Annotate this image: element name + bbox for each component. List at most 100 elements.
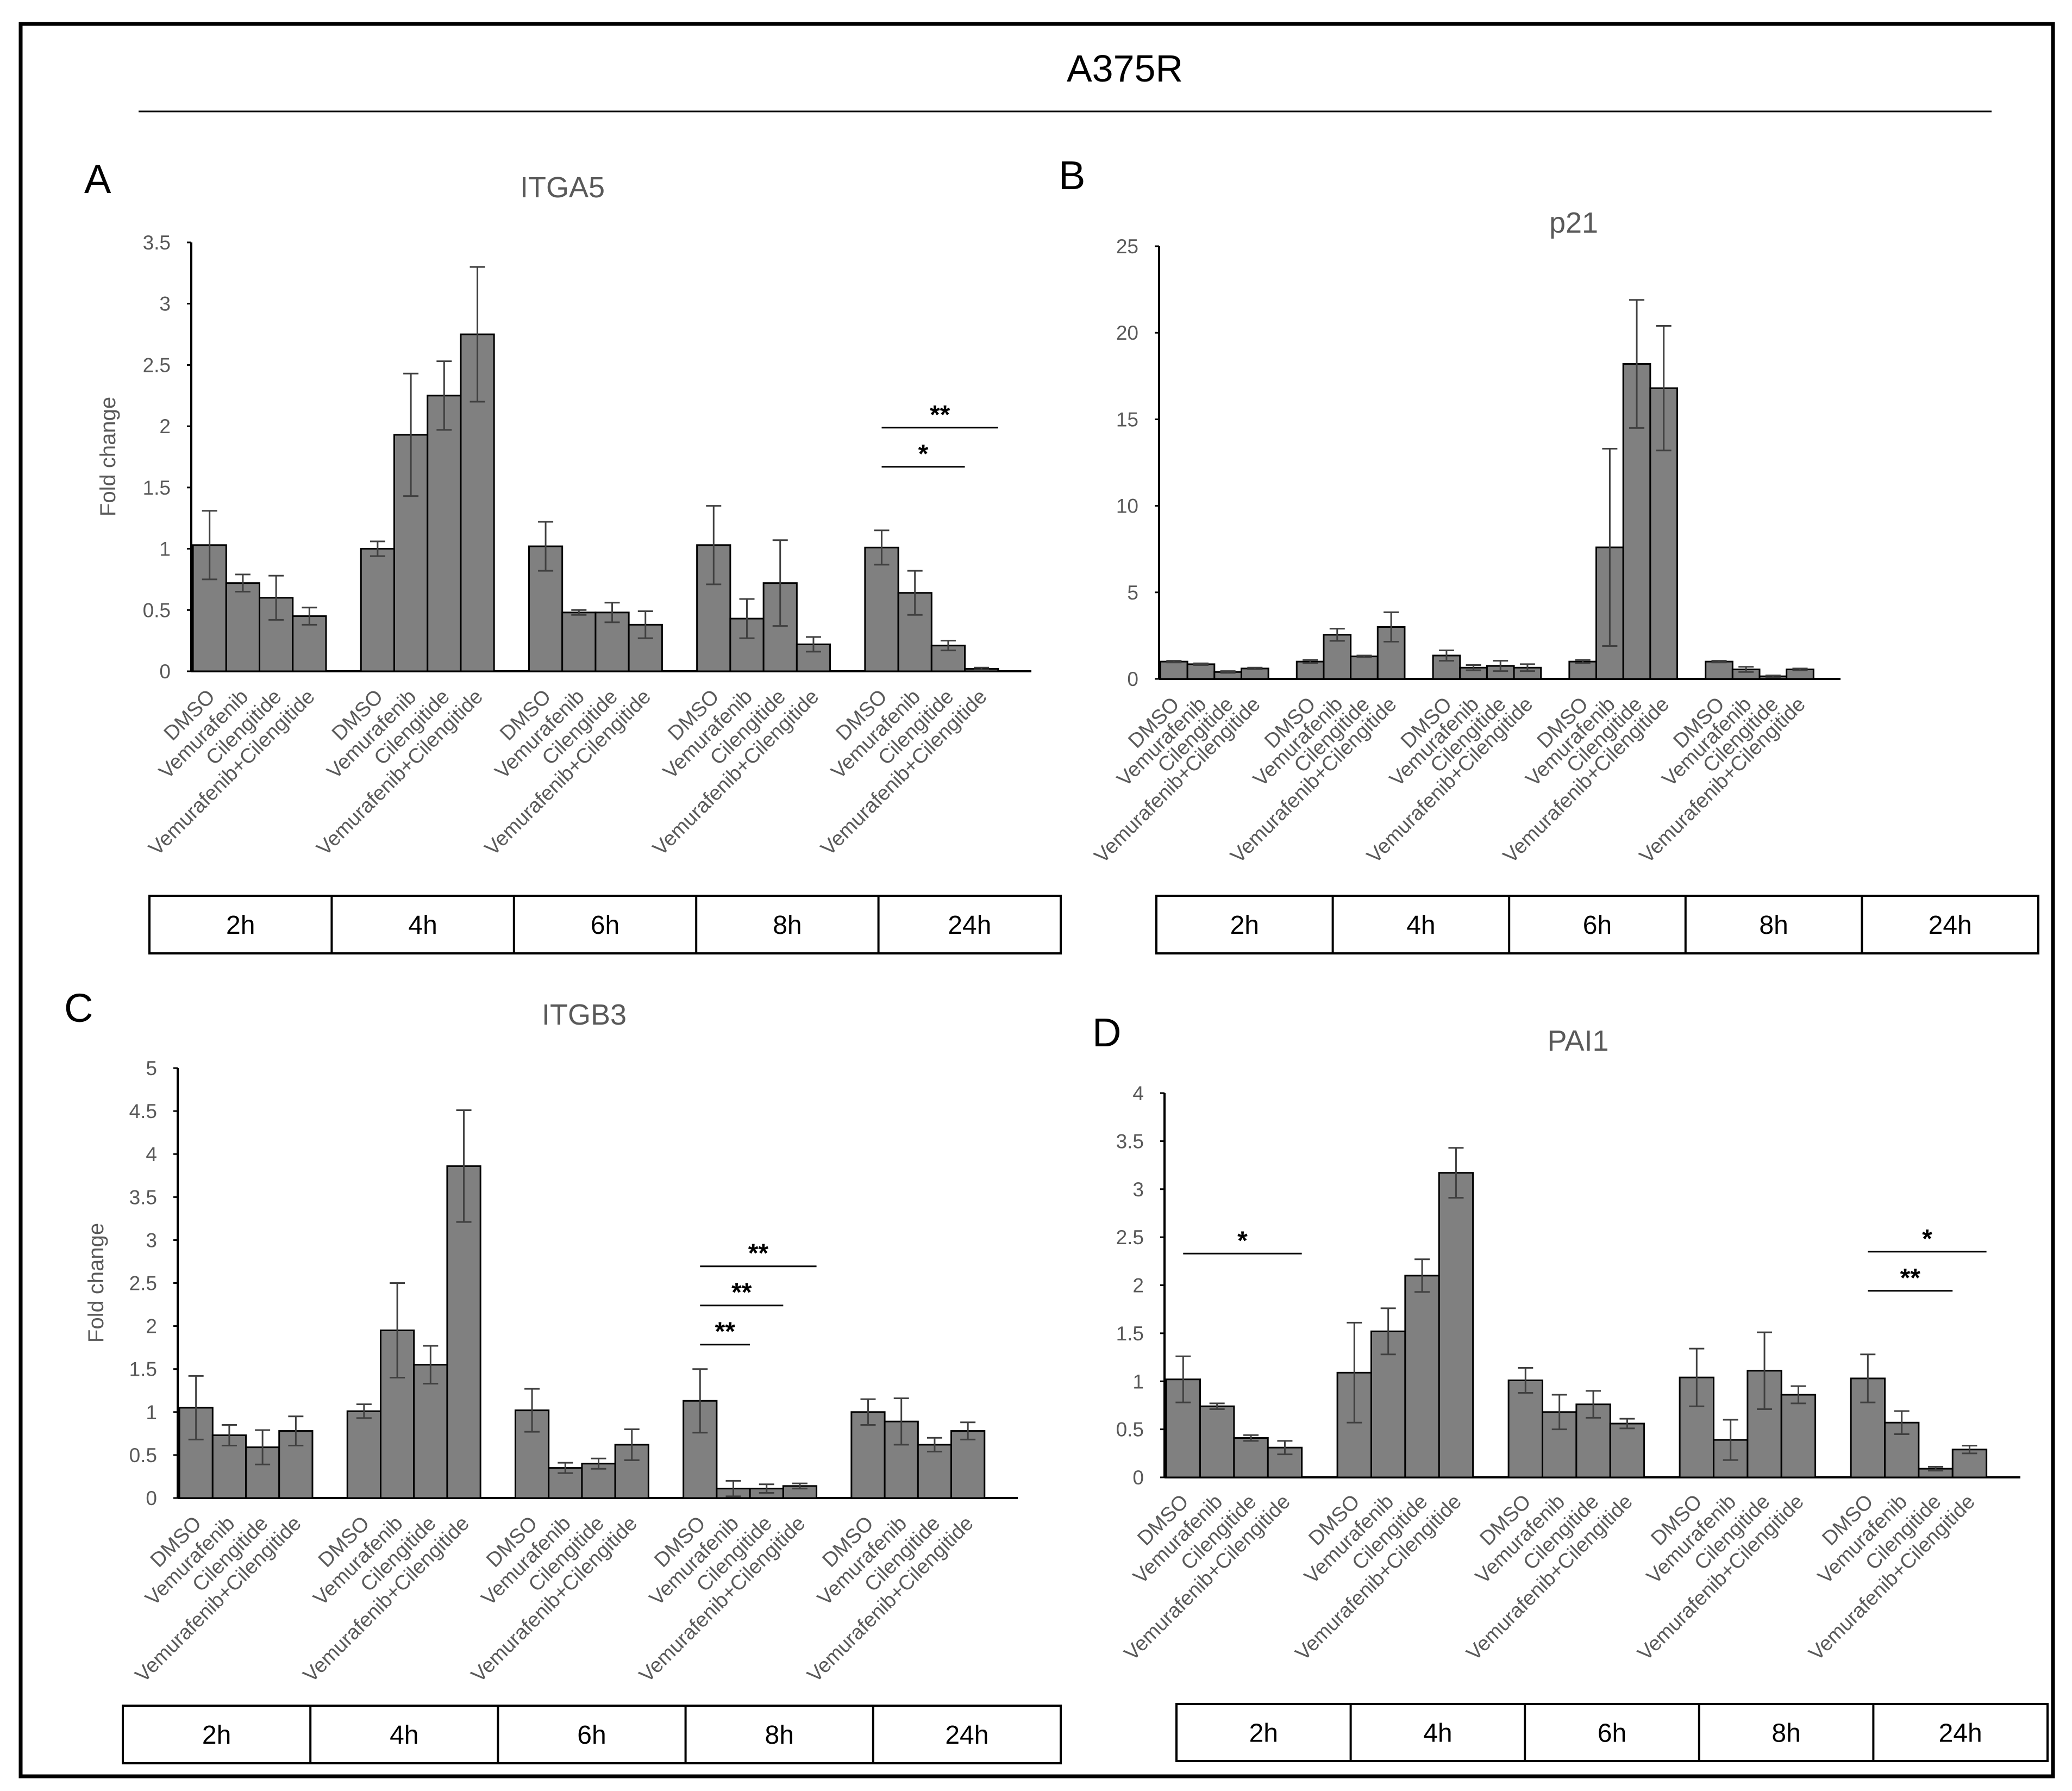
panel-b-y-tick-label: 5 — [1127, 582, 1138, 604]
panel-c-y-tick-label: 0.5 — [129, 1444, 157, 1467]
panel-b-y-tick-label: 0 — [1127, 668, 1138, 690]
panel-d-timepoint-label: 2h — [1249, 1719, 1278, 1748]
panel-b-bar — [1568, 660, 1598, 680]
panel-d-y-tick-label: 3.5 — [1116, 1130, 1144, 1152]
panel-b-title: p21 — [1549, 207, 1598, 239]
panel-d-letter: D — [1092, 1010, 1121, 1055]
panel-a-significance-label: * — [918, 440, 929, 469]
panel-b-bar — [1186, 663, 1216, 680]
panel-d-bar — [1336, 1371, 1372, 1478]
figure-title: A375R — [1067, 47, 1183, 90]
panel-d-timepoint-label: 24h — [1939, 1719, 1982, 1748]
panel-b-y-tick-label: 20 — [1116, 322, 1138, 344]
figure-frame — [18, 22, 2055, 1778]
panel-a-bar — [360, 548, 395, 672]
panel-c-y-tick-label: 2 — [146, 1315, 157, 1338]
panel-d-y-tick-label: 0.5 — [1116, 1419, 1144, 1441]
panel-c-timepoint-label: 8h — [765, 1721, 794, 1750]
panel-c-bar — [413, 1364, 448, 1499]
panel-d-bar — [1609, 1422, 1645, 1478]
panel-b-timepoint-label: 4h — [1406, 911, 1435, 940]
panel-a-bar — [864, 546, 899, 672]
panel-b-letter: B — [1059, 153, 1085, 198]
panel-c-letter: C — [64, 985, 93, 1031]
panel-d-timepoint-label: 4h — [1423, 1719, 1452, 1748]
panel-b-timepoint-label: 24h — [1929, 911, 1972, 940]
panel-a-bar — [628, 623, 663, 672]
panel-c-y-tick-label: 2.5 — [129, 1272, 157, 1295]
panel-a-letter: A — [84, 157, 111, 202]
panel-a-bar — [427, 395, 462, 672]
panel-c-timepoint-table — [122, 1705, 1062, 1764]
panel-d-significance-label: ** — [1900, 1264, 1921, 1293]
panel-c-y-axis-label: Fold change — [84, 1223, 108, 1343]
panel-b-bar — [1350, 656, 1379, 680]
panel-c-y-tick-label: 1.5 — [129, 1358, 157, 1381]
panel-c-bar — [917, 1444, 953, 1499]
panel-d-bar — [1233, 1437, 1269, 1478]
panel-a-significance-label: ** — [930, 401, 950, 429]
panel-d-y-tick-label: 1 — [1132, 1370, 1144, 1393]
panel-b-timepoint-label: 6h — [1583, 911, 1612, 940]
panel-d-bar — [1438, 1172, 1474, 1478]
panel-d-title: PAI1 — [1547, 1025, 1608, 1057]
panel-a-y-tick-label: 1 — [159, 538, 171, 560]
panel-c-significance-label: ** — [748, 1239, 769, 1268]
panel-d-significance-label: * — [1237, 1226, 1248, 1255]
panel-d-y-tick-label: 3 — [1132, 1178, 1144, 1201]
panel-a-bar — [762, 582, 798, 672]
panel-c-bar — [950, 1430, 986, 1499]
panel-d-y-tick-label: 4 — [1132, 1082, 1144, 1104]
panel-c-y-tick-label: 4 — [146, 1143, 157, 1165]
panel-c-y-tick-label: 5 — [146, 1057, 157, 1079]
panel-a-y-tick-label: 1.5 — [143, 477, 171, 499]
panel-a-timepoint-label: 24h — [948, 911, 991, 940]
panel-c-timepoint-label: 2h — [202, 1721, 231, 1750]
panel-a-timepoint-label: 2h — [226, 911, 255, 940]
panel-c-significance-label: ** — [715, 1318, 736, 1346]
panel-c-timepoint-label: 4h — [390, 1721, 418, 1750]
panel-a-timepoint-label: 4h — [408, 911, 437, 940]
panel-b-bar — [1705, 660, 1733, 680]
panel-d-y-tick-label: 2.5 — [1116, 1226, 1144, 1249]
panel-c-title: ITGB3 — [542, 999, 627, 1031]
panel-c-y-tick-label: 0 — [146, 1487, 157, 1509]
panel-a-bar — [594, 611, 630, 672]
panel-b-timepoint-label: 8h — [1759, 911, 1788, 940]
panel-d-y-tick-label: 0 — [1132, 1467, 1144, 1489]
panel-a-timepoint-label: 8h — [773, 911, 802, 940]
panel-c-bar — [346, 1410, 381, 1499]
panel-d-timepoint-label: 8h — [1771, 1719, 1800, 1748]
panel-c-y-tick-label: 4.5 — [129, 1100, 157, 1122]
panel-c-timepoint-label: 24h — [945, 1721, 988, 1750]
panel-c-timepoint-label: 6h — [577, 1721, 606, 1750]
panel-d-timepoint-label: 6h — [1598, 1719, 1626, 1748]
panel-a-y-tick-label: 3 — [159, 293, 171, 315]
panel-b-bar — [1295, 660, 1325, 680]
panel-c-y-tick-label: 3 — [146, 1229, 157, 1251]
panel-b-timepoint-label: 2h — [1230, 911, 1259, 940]
panel-c-significance-label: ** — [731, 1278, 752, 1307]
panel-a-bar — [561, 611, 597, 672]
panel-a-y-tick-label: 0.5 — [143, 599, 171, 621]
panel-b-bar — [1159, 660, 1188, 680]
panel-a-y-tick-label: 0 — [159, 660, 171, 683]
panel-a-timepoint-table — [148, 895, 1062, 954]
panel-a-y-tick-label: 2.5 — [143, 354, 171, 376]
panel-d-y-tick-label: 1.5 — [1116, 1322, 1144, 1345]
panel-d-bar — [1780, 1394, 1817, 1478]
panel-c-y-tick-label: 3.5 — [129, 1186, 157, 1208]
panel-d-timepoint-table — [1175, 1703, 2049, 1762]
panel-a-y-tick-label: 3.5 — [143, 232, 171, 254]
panel-b-y-tick-label: 10 — [1116, 495, 1138, 517]
panel-c-y-tick-label: 1 — [146, 1401, 157, 1424]
panel-a-bar — [225, 582, 261, 672]
panel-d-bar — [1199, 1405, 1235, 1478]
panel-d-bar — [1507, 1379, 1543, 1478]
panel-a-y-tick-label: 2 — [159, 415, 171, 438]
panel-c-bar — [850, 1411, 886, 1499]
panel-b-y-tick-label: 15 — [1116, 408, 1138, 430]
panel-d-y-tick-label: 2 — [1132, 1275, 1144, 1297]
panel-b-y-tick-label: 25 — [1116, 235, 1138, 258]
